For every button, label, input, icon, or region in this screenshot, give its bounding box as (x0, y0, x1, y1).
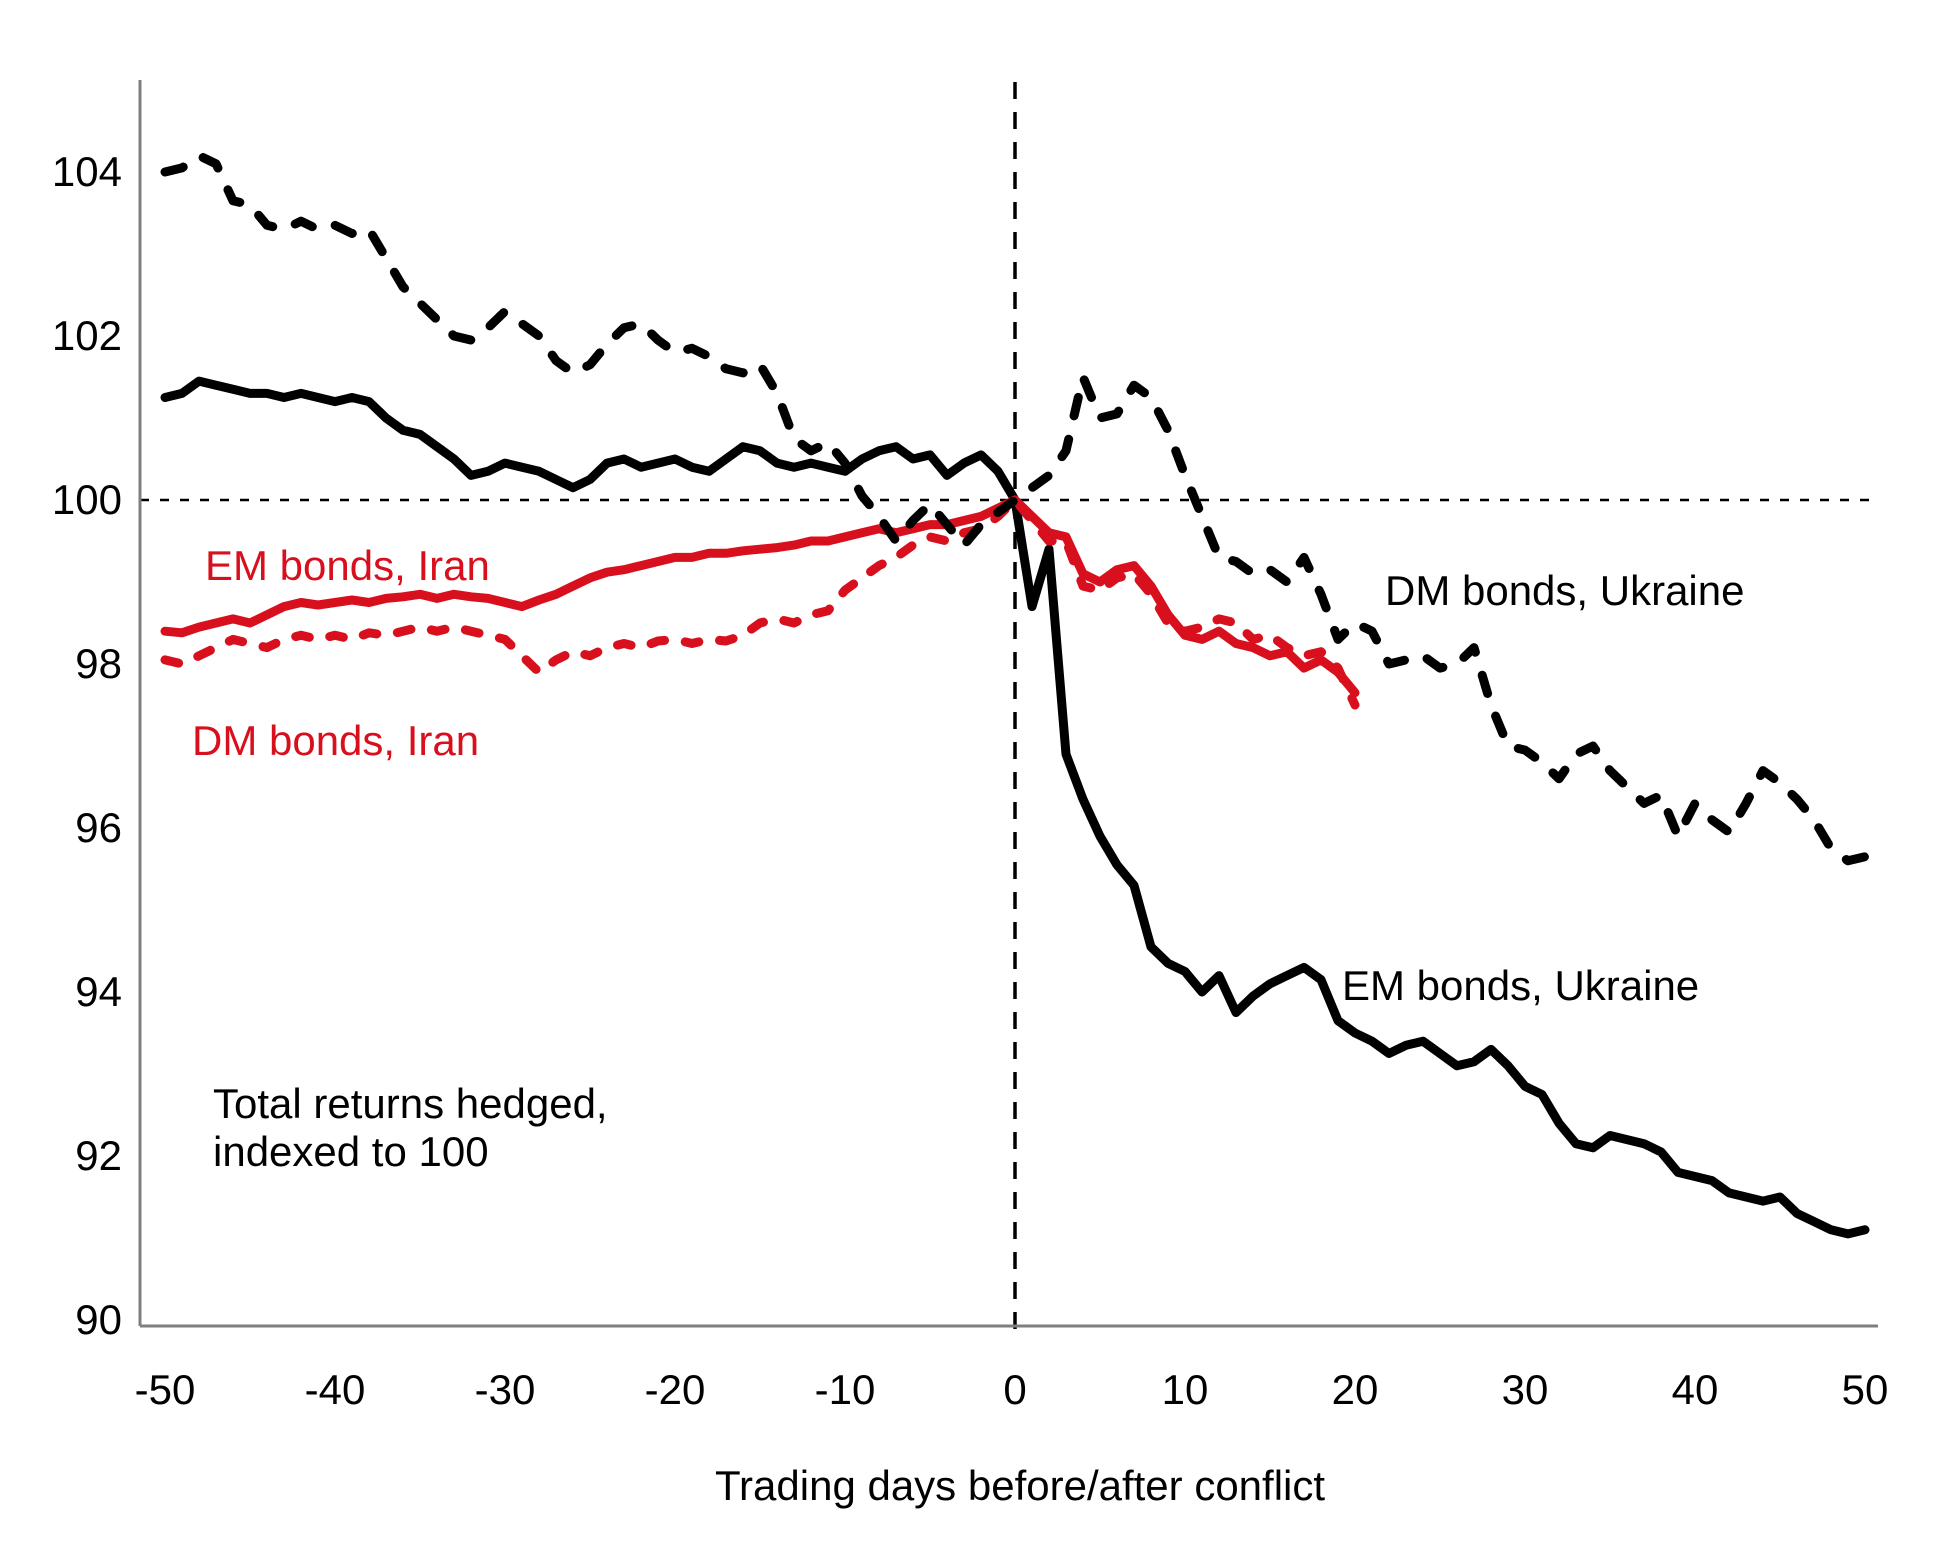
x-tick-label: -20 (645, 1366, 706, 1413)
y-tick-label: 102 (52, 312, 122, 359)
x-tick-label: 30 (1502, 1366, 1549, 1413)
annotation-line-1: Total returns hedged, (213, 1080, 608, 1127)
series-lines (160, 151, 1870, 1239)
y-tick-label: 96 (75, 804, 122, 851)
y-tick-label: 104 (52, 148, 122, 195)
y-tick-label: 100 (52, 476, 122, 523)
x-tick-label: 40 (1672, 1366, 1719, 1413)
series-labels: EM bonds, Iran DM bonds, Iran DM bonds, … (192, 542, 1744, 1009)
y-tick-label: 94 (75, 968, 122, 1015)
x-tick-label: -50 (135, 1366, 196, 1413)
x-tick-labels: -50 -40 -30 -20 -10 0 10 20 30 40 50 (135, 1366, 1889, 1413)
series-dm-bonds-iran (160, 495, 1360, 710)
x-tick-label: -40 (305, 1366, 366, 1413)
annotation-line-2: indexed to 100 (213, 1128, 489, 1175)
label-em-bonds-ukraine: EM bonds, Ukraine (1342, 962, 1699, 1009)
x-tick-label: -30 (475, 1366, 536, 1413)
label-dm-bonds-ukraine: DM bonds, Ukraine (1385, 567, 1744, 614)
axis-frame (138, 80, 1878, 1328)
x-tick-label: 10 (1162, 1366, 1209, 1413)
series-dm-bonds-ukraine (160, 151, 1870, 866)
x-tick-label: 50 (1842, 1366, 1889, 1413)
x-tick-label: 20 (1332, 1366, 1379, 1413)
x-tick-label: -10 (815, 1366, 876, 1413)
label-em-bonds-iran: EM bonds, Iran (205, 542, 490, 589)
x-axis-title: Trading days before/after conflict (715, 1462, 1325, 1509)
y-tick-label: 98 (75, 640, 122, 687)
x-tick-label: 0 (1003, 1366, 1026, 1413)
label-dm-bonds-iran: DM bonds, Iran (192, 717, 479, 764)
series-em-bonds-iran (160, 495, 1360, 698)
y-tick-labels: 90 92 94 96 98 100 102 104 (52, 148, 122, 1343)
annotation-total-returns: Total returns hedged, indexed to 100 (213, 1080, 608, 1175)
y-tick-label: 92 (75, 1132, 122, 1179)
y-tick-label: 90 (75, 1296, 122, 1343)
